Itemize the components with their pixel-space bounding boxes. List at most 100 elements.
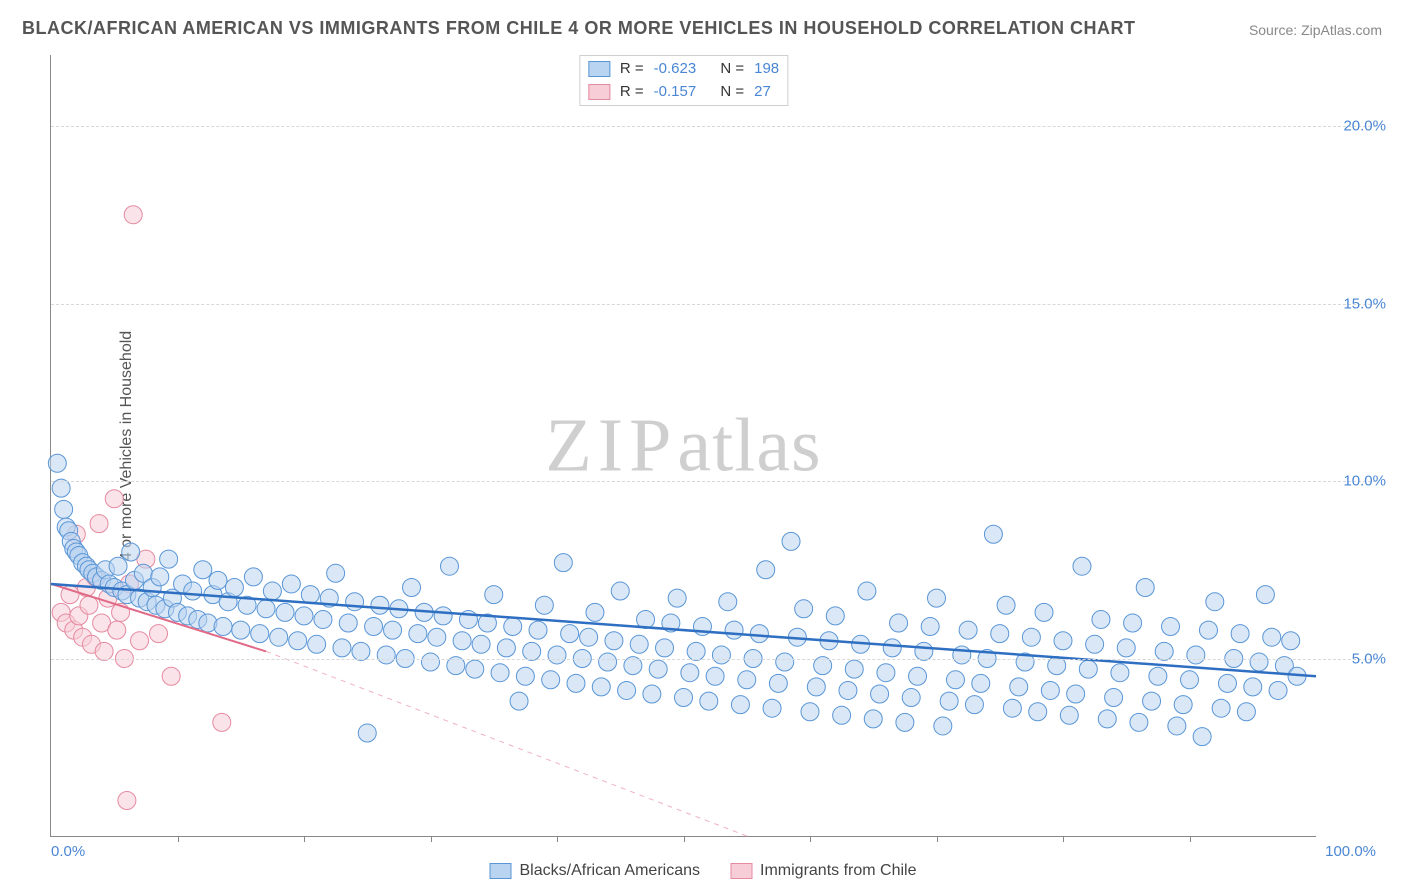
data-point: [1181, 671, 1199, 689]
data-point: [542, 671, 560, 689]
data-point: [1098, 710, 1116, 728]
data-point: [1124, 614, 1142, 632]
y-tick-label: 5.0%: [1352, 650, 1386, 667]
data-point: [567, 674, 585, 692]
x-tick: [304, 836, 305, 842]
data-point: [124, 206, 142, 224]
data-point: [1117, 639, 1135, 657]
data-point: [485, 586, 503, 604]
data-point: [858, 582, 876, 600]
data-point: [700, 692, 718, 710]
data-point: [270, 628, 288, 646]
data-point: [965, 696, 983, 714]
data-point: [339, 614, 357, 632]
data-point: [826, 607, 844, 625]
data-point: [1035, 603, 1053, 621]
data-point: [118, 792, 136, 810]
data-point: [845, 660, 863, 678]
data-point: [1092, 610, 1110, 628]
data-point: [1143, 692, 1161, 710]
data-point: [554, 554, 572, 572]
data-point: [750, 625, 768, 643]
data-point: [1029, 703, 1047, 721]
data-point: [776, 653, 794, 671]
data-point: [162, 667, 180, 685]
y-tick-label: 15.0%: [1343, 295, 1386, 312]
data-point: [1244, 678, 1262, 696]
data-point: [1079, 660, 1097, 678]
data-point: [282, 575, 300, 593]
data-point: [561, 625, 579, 643]
data-point: [1187, 646, 1205, 664]
data-point: [1212, 699, 1230, 717]
data-point: [1256, 586, 1274, 604]
data-point: [921, 618, 939, 636]
data-point: [984, 525, 1002, 543]
x-tick: [1190, 836, 1191, 842]
x-tick: [1063, 836, 1064, 842]
data-point: [611, 582, 629, 600]
legend-swatch-pink: [730, 863, 752, 879]
legend-label-blue: Blacks/African Americans: [520, 862, 701, 880]
data-point: [466, 660, 484, 678]
data-point: [757, 561, 775, 579]
data-point: [1130, 713, 1148, 731]
bottom-legend: Blacks/African Americans Immigrants from…: [490, 862, 917, 880]
data-point: [902, 689, 920, 707]
data-point: [959, 621, 977, 639]
data-point: [1250, 653, 1268, 671]
data-point: [807, 678, 825, 696]
data-point: [194, 561, 212, 579]
data-point: [719, 593, 737, 611]
data-point: [1162, 618, 1180, 636]
data-point: [934, 717, 952, 735]
data-point: [55, 500, 73, 518]
data-point: [618, 681, 636, 699]
data-point: [946, 671, 964, 689]
data-point: [365, 618, 383, 636]
data-point: [769, 674, 787, 692]
data-point: [184, 582, 202, 600]
data-point: [377, 646, 395, 664]
data-point: [833, 706, 851, 724]
data-point: [453, 632, 471, 650]
data-point: [1218, 674, 1236, 692]
data-point: [580, 628, 598, 646]
data-point: [1136, 579, 1154, 597]
data-point: [1067, 685, 1085, 703]
source-attribution: Source: ZipAtlas.com: [1249, 22, 1382, 38]
data-point: [890, 614, 908, 632]
data-point: [48, 454, 66, 472]
data-point: [150, 625, 168, 643]
data-point: [251, 625, 269, 643]
data-point: [213, 713, 231, 731]
data-point: [763, 699, 781, 717]
data-point: [428, 628, 446, 646]
gridline: [51, 304, 1376, 305]
data-point: [504, 618, 522, 636]
data-point: [940, 692, 958, 710]
data-point: [1269, 681, 1287, 699]
data-point: [160, 550, 178, 568]
data-point: [1111, 664, 1129, 682]
data-point: [681, 664, 699, 682]
plot-area: ZIPatlas R = -0.623 N = 198 R = -0.157 N…: [50, 55, 1316, 837]
data-point: [668, 589, 686, 607]
x-tick: [937, 836, 938, 842]
data-point: [991, 625, 1009, 643]
data-point: [586, 603, 604, 621]
data-point: [276, 603, 294, 621]
data-point: [1073, 557, 1091, 575]
data-point: [731, 696, 749, 714]
data-point: [301, 586, 319, 604]
data-point: [801, 703, 819, 721]
data-point: [289, 632, 307, 650]
data-point: [1174, 696, 1192, 714]
data-point: [263, 582, 281, 600]
legend-item-blue: Blacks/African Americans: [490, 862, 701, 880]
data-point: [953, 646, 971, 664]
data-point: [1206, 593, 1224, 611]
data-point: [656, 639, 674, 657]
gridline: [51, 126, 1376, 127]
data-point: [592, 678, 610, 696]
